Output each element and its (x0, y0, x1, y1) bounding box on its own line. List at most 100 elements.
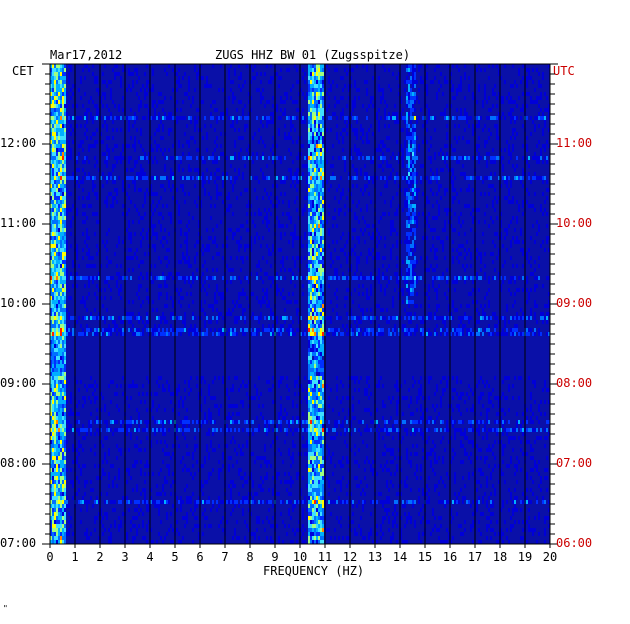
spectrogram-cell (344, 128, 346, 132)
spectrogram-cell (92, 264, 94, 268)
spectrogram-cell (406, 212, 408, 216)
spectrogram-cell (352, 228, 354, 232)
spectrogram-cell (190, 292, 192, 296)
spectrogram-cell (92, 116, 94, 120)
spectrogram-cell (478, 156, 480, 160)
spectrogram-cell (66, 328, 68, 332)
spectrogram-cell (200, 328, 202, 332)
spectrogram-cell (178, 328, 180, 332)
spectrogram-cell (430, 228, 432, 232)
spectrogram-cell (164, 176, 166, 180)
spectrogram-cell (58, 260, 60, 264)
spectrogram-cell (122, 276, 124, 280)
spectrogram-cell (436, 288, 438, 292)
spectrogram-cell (160, 320, 162, 324)
spectrogram-cell (230, 88, 232, 92)
spectrogram-cell (470, 264, 472, 268)
spectrogram-cell (308, 264, 310, 268)
spectrogram-cell (540, 108, 542, 112)
spectrogram-cell (310, 272, 312, 276)
spectrogram-cell (486, 164, 488, 168)
spectrogram-cell (438, 80, 440, 84)
spectrogram-cell (372, 132, 374, 136)
spectrogram-cell (390, 276, 392, 280)
spectrogram-cell (152, 72, 154, 76)
spectrogram-cell (544, 208, 546, 212)
spectrogram-cell (312, 296, 314, 300)
spectrogram-cell (372, 236, 374, 240)
spectrogram-cell (150, 272, 152, 276)
spectrogram-cell (384, 144, 386, 148)
spectrogram-cell (338, 212, 340, 216)
spectrogram-cell (304, 204, 306, 208)
spectrogram-cell (342, 88, 344, 92)
spectrogram-cell (400, 268, 402, 272)
spectrogram-cell (288, 168, 290, 172)
spectrogram-cell (96, 192, 98, 196)
spectrogram-cell (534, 176, 536, 180)
spectrogram-cell (394, 324, 396, 328)
spectrogram-cell (52, 120, 54, 124)
spectrogram-cell (168, 112, 170, 116)
spectrogram-cell (110, 288, 112, 292)
spectrogram-cell (172, 172, 174, 176)
spectrogram-cell (214, 236, 216, 240)
spectrogram-cell (468, 140, 470, 144)
spectrogram-cell (534, 276, 536, 280)
spectrogram-cell (140, 88, 142, 92)
spectrogram-cell (456, 160, 458, 164)
spectrogram-cell (84, 220, 86, 224)
spectrogram-cell (128, 184, 130, 188)
spectrogram-cell (116, 64, 118, 68)
spectrogram-cell (108, 260, 110, 264)
spectrogram-cell (412, 292, 414, 296)
spectrogram-cell (486, 176, 488, 180)
spectrogram-cell (460, 224, 462, 228)
spectrogram-cell (266, 220, 268, 224)
spectrogram-cell (316, 100, 318, 104)
spectrogram-cell (308, 132, 310, 136)
spectrogram-cell (530, 236, 532, 240)
spectrogram-cell (300, 152, 302, 156)
spectrogram-cell (314, 200, 316, 204)
spectrogram-cell (52, 288, 54, 292)
spectrogram-cell (408, 180, 410, 184)
spectrogram-cell (414, 168, 416, 172)
spectrogram-cell (80, 300, 82, 304)
spectrogram-cell (156, 328, 158, 332)
spectrogram-cell (536, 144, 538, 148)
spectrogram-cell (496, 216, 498, 220)
spectrogram-cell (458, 276, 460, 280)
spectrogram-cell (360, 320, 362, 324)
spectrogram-cell (68, 324, 70, 328)
spectrogram-cell (322, 108, 324, 112)
spectrogram-cell (192, 316, 194, 320)
spectrogram-cell (514, 280, 516, 284)
spectrogram-cell (414, 152, 416, 156)
spectrogram-cell (466, 112, 468, 116)
spectrogram-cell (448, 116, 450, 120)
spectrogram-cell (260, 72, 262, 76)
spectrogram-cell (540, 208, 542, 212)
spectrogram-cell (216, 156, 218, 160)
spectrogram-cell (332, 80, 334, 84)
spectrogram-cell (50, 136, 52, 140)
spectrogram-cell (434, 116, 436, 120)
spectrogram-cell (164, 96, 166, 100)
spectrogram-cell (166, 296, 168, 300)
spectrogram-cell (116, 280, 118, 284)
spectrogram-cell (406, 116, 408, 120)
spectrogram-cell (142, 216, 144, 220)
spectrogram-cell (238, 76, 240, 80)
spectrogram-cell (162, 316, 164, 320)
spectrogram-cell (178, 208, 180, 212)
spectrogram-cell (132, 180, 134, 184)
spectrogram-cell (54, 240, 56, 244)
spectrogram-cell (530, 264, 532, 268)
spectrogram-cell (308, 76, 310, 80)
spectrogram-cell (276, 288, 278, 292)
spectrogram-cell (52, 84, 54, 88)
spectrogram-cell (126, 212, 128, 216)
spectrogram-cell (138, 276, 140, 280)
spectrogram-cell (412, 140, 414, 144)
